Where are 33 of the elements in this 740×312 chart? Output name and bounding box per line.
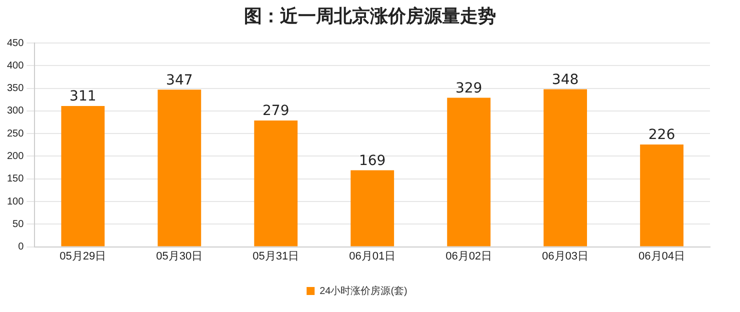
y-tick-label: 400 — [6, 60, 24, 72]
data-label: 348 — [552, 72, 579, 88]
bar — [158, 90, 202, 246]
y-tick-label: 250 — [6, 128, 24, 140]
x-tick-label: 06月04日 — [638, 250, 686, 262]
bar — [544, 89, 587, 246]
data-label: 226 — [648, 127, 676, 144]
x-tick-label: 05月29日 — [60, 250, 106, 262]
bar — [447, 98, 491, 246]
data-label: 169 — [358, 152, 386, 169]
y-tick-label: 50 — [12, 218, 24, 230]
data-label: 347 — [166, 72, 193, 88]
bar — [640, 144, 684, 246]
x-tick-label: 06月03日 — [542, 250, 589, 262]
data-label: 329 — [455, 80, 482, 96]
x-tick-label: 06月01日 — [349, 250, 396, 262]
bar — [254, 120, 298, 246]
y-tick-label: 450 — [6, 38, 24, 49]
x-tick-label: 05月30日 — [156, 250, 203, 262]
y-tick-label: 0 — [18, 242, 24, 253]
data-label: 311 — [70, 88, 96, 105]
legend-label: 24小时涨价房源(套) — [320, 284, 408, 297]
y-tick-label: 350 — [6, 83, 24, 94]
x-tick-label: 05月31日 — [252, 250, 300, 262]
chart-title: 图：近一周北京涨价房源量走势 — [243, 5, 497, 29]
x-tick-label: 06月02日 — [446, 250, 492, 262]
y-tick-label: 300 — [6, 106, 24, 117]
y-tick-label: 150 — [6, 174, 24, 185]
data-label: 279 — [262, 103, 290, 120]
bar — [350, 170, 394, 246]
bar — [61, 106, 105, 246]
y-tick-label: 200 — [6, 150, 24, 162]
y-tick-label: 100 — [6, 196, 24, 208]
